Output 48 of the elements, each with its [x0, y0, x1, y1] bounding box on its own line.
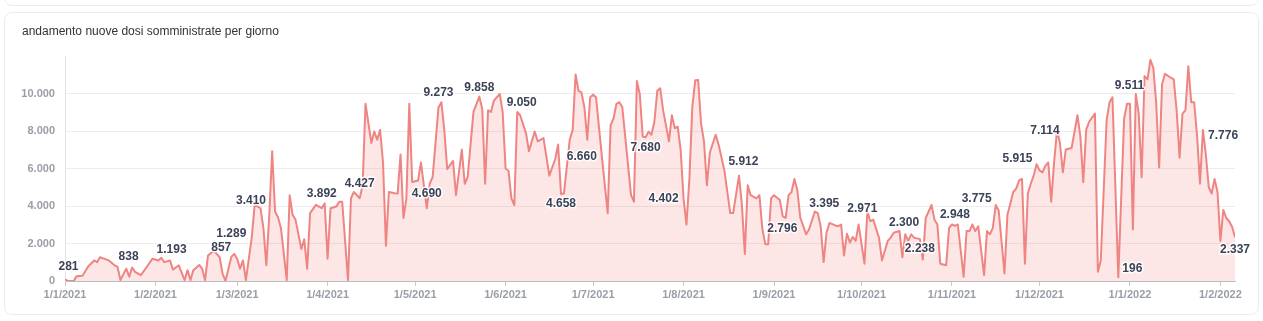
- chart-title: andamento nuove dosi somministrate per giorno: [22, 24, 279, 38]
- x-tick-label: 1/10/2021: [837, 287, 886, 300]
- data-label: 2.971: [847, 200, 878, 215]
- data-label: 196: [1122, 260, 1143, 275]
- data-label: 9.050: [506, 95, 538, 110]
- data-label: 5.912: [728, 153, 759, 168]
- y-tick-label: 10.000: [21, 87, 55, 100]
- x-tick-label: 1/11/2021: [927, 287, 977, 300]
- y-tick-label: 6.000: [27, 161, 55, 174]
- data-label: 2.948: [939, 207, 971, 222]
- x-tick-label: 1/5/2021: [393, 287, 437, 300]
- data-label: 838: [118, 248, 139, 263]
- x-tick-label: 1/4/2021: [306, 287, 350, 300]
- data-label: 857: [211, 240, 232, 255]
- data-label: 5.915: [1002, 150, 1033, 165]
- data-label: 9.273: [423, 84, 454, 99]
- data-label: 7.114: [1030, 123, 1060, 138]
- data-label: 1.193: [156, 242, 187, 256]
- data-label: 281: [58, 259, 79, 274]
- data-label: 2.337: [1219, 241, 1251, 256]
- data-label: 7.776: [1208, 127, 1239, 142]
- x-tick-label: 1/8/2021: [662, 287, 705, 300]
- x-tick-label: 1/2/2021: [134, 287, 177, 300]
- y-tick-label: 8.000: [27, 124, 55, 137]
- data-label: 4.690: [411, 185, 443, 200]
- x-tick-label: 1/7/2021: [571, 287, 615, 300]
- data-label: 3.410: [235, 192, 267, 207]
- data-label: 2.238: [904, 241, 936, 256]
- x-tick-label: 1/6/2021: [484, 287, 527, 300]
- data-label: 3.395: [809, 195, 840, 210]
- data-label: 9.511: [1114, 78, 1145, 93]
- data-label: 2.300: [889, 215, 920, 230]
- x-tick-label: 1/2/2022: [1199, 287, 1242, 300]
- y-tick-label: 0: [48, 274, 55, 287]
- data-label: 3.892: [306, 185, 338, 200]
- data-label: 3.775: [961, 190, 992, 205]
- x-tick-label: 1/12/2021: [1015, 287, 1064, 300]
- x-tick-label: 1/1/2021: [43, 287, 87, 300]
- data-label: 1.289: [216, 226, 247, 241]
- data-label: 7.680: [630, 139, 661, 154]
- data-label: 4.402: [648, 191, 679, 205]
- data-label: 9.858: [464, 79, 495, 94]
- x-tick-label: 1/1/2022: [1108, 287, 1152, 300]
- x-tick-label: 1/3/2021: [215, 287, 259, 300]
- y-tick-label: 4.000: [27, 199, 55, 212]
- y-tick-label: 2.000: [27, 236, 55, 249]
- data-label: 4.658: [545, 196, 577, 211]
- x-tick-label: 1/9/2021: [752, 287, 796, 300]
